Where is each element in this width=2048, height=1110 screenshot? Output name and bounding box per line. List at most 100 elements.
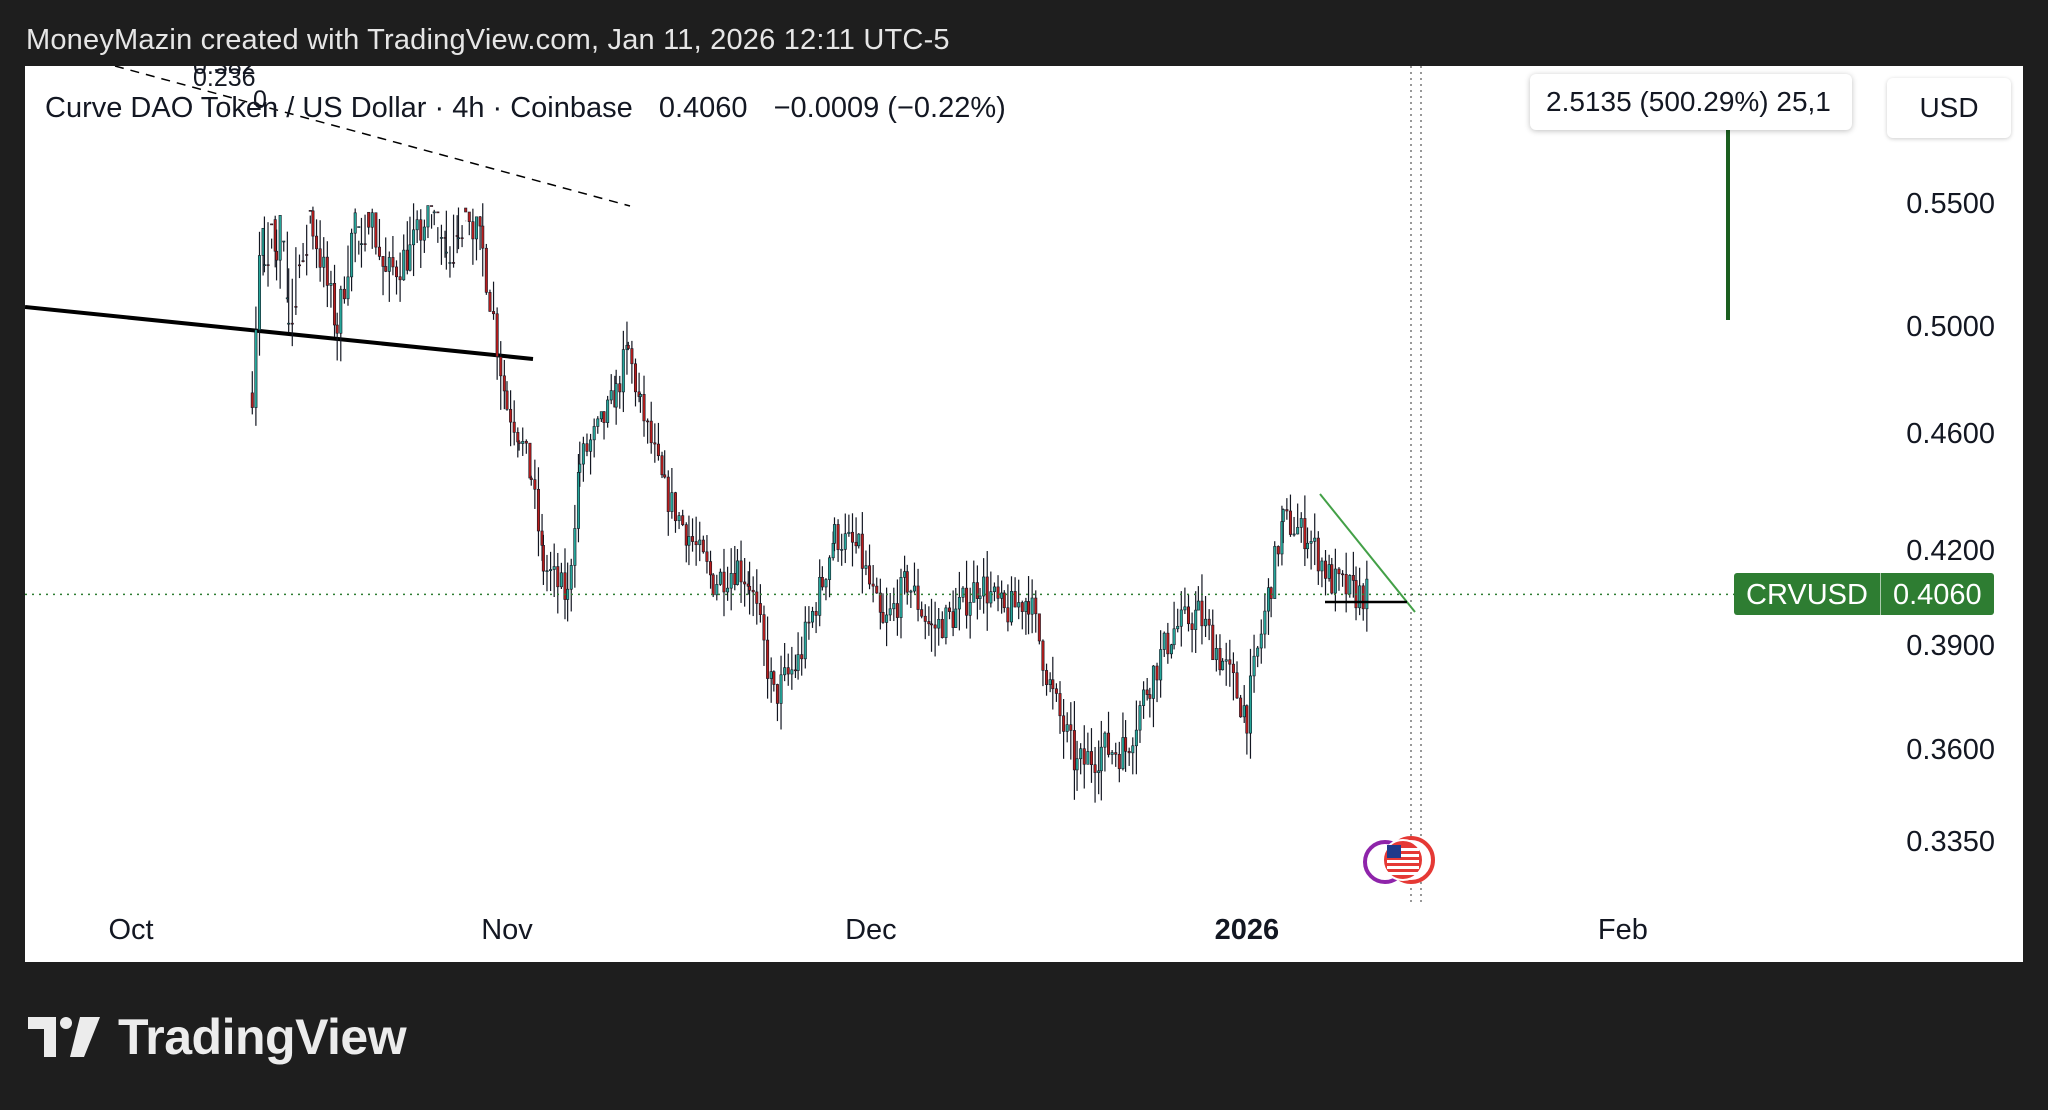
candle-body	[769, 671, 773, 679]
candle-body	[1062, 715, 1066, 732]
candle-body	[1245, 705, 1249, 734]
candle-body	[965, 587, 969, 616]
measure-tool-label[interactable]: 2.5135 (500.29%) 25,1	[1530, 74, 1852, 130]
candle-body	[556, 566, 560, 588]
y-tick-label: 0.5500	[1906, 188, 1995, 220]
candle-body	[419, 219, 423, 241]
x-tick-label: 2026	[1215, 914, 1280, 946]
candle-body	[1341, 573, 1345, 576]
candle-body	[735, 560, 739, 585]
tradingview-logo-icon	[28, 1017, 100, 1057]
candle-body	[847, 531, 851, 535]
candle-body	[638, 394, 642, 397]
candle-body	[1166, 632, 1170, 655]
candle-body	[408, 244, 412, 271]
candle-body	[460, 237, 464, 240]
candle-body	[563, 572, 567, 600]
candle-body	[1148, 694, 1152, 699]
brand: TradingView	[28, 1008, 407, 1066]
candle-body	[488, 292, 492, 312]
candle-body	[1124, 737, 1128, 752]
candle-body	[1288, 510, 1292, 535]
candle-body	[618, 383, 622, 393]
candle-body	[484, 247, 488, 293]
candle-body	[836, 524, 840, 551]
candle-body	[599, 411, 603, 420]
candle-body	[1069, 724, 1073, 731]
candle-body	[521, 441, 525, 444]
support-trendline[interactable]	[25, 305, 534, 361]
candle-body	[1269, 587, 1273, 599]
currency-button[interactable]: USD	[1887, 78, 2011, 138]
candle-body	[881, 612, 885, 623]
candle-body	[899, 577, 903, 618]
candle-body	[1327, 564, 1331, 579]
candle-body	[793, 669, 797, 672]
candle-body	[810, 611, 814, 623]
candle-body	[937, 618, 941, 629]
candle-body	[698, 539, 702, 546]
candle-body	[448, 262, 452, 264]
candle-body	[726, 587, 730, 593]
candle-body	[278, 215, 282, 261]
candle-body	[467, 211, 471, 222]
candle-body	[1309, 541, 1313, 544]
current-price-label: CRVUSD 0.4060	[1734, 573, 1994, 615]
candle-body	[1337, 568, 1341, 575]
candle-body	[452, 262, 456, 264]
candle-body	[1131, 745, 1135, 754]
candle-body	[1082, 748, 1086, 765]
candle-body	[308, 210, 312, 212]
resistance-dashed-line[interactable]	[114, 66, 631, 207]
candle-body	[954, 608, 958, 628]
candle-body	[1037, 613, 1041, 642]
candle-body	[350, 232, 354, 278]
candle-body	[1107, 732, 1111, 755]
candle-body	[471, 221, 475, 240]
candle-body	[948, 607, 952, 612]
price-label-symbol: CRVUSD	[1734, 573, 1881, 615]
candle-body	[1200, 600, 1204, 627]
candle-body	[927, 621, 931, 625]
symbol-legend[interactable]: Curve DAO Token / US Dollar · 4h · Coinb…	[45, 92, 1024, 125]
candle-body	[1114, 752, 1118, 755]
candle-body	[916, 585, 920, 610]
candle-body	[864, 565, 868, 569]
candle-body	[315, 235, 319, 250]
economic-event-flag-icon[interactable]	[1363, 836, 1435, 884]
candle-body	[646, 420, 650, 423]
candle-body	[422, 226, 426, 241]
candle-body	[509, 408, 513, 423]
falling-wedge-line[interactable]	[1319, 493, 1416, 613]
candle-body	[294, 306, 298, 308]
candle-body	[677, 515, 681, 522]
candle-body	[930, 623, 934, 626]
candle-body	[1020, 602, 1024, 612]
candle-body	[687, 536, 691, 546]
candle-body	[1218, 648, 1222, 671]
candle-body	[1313, 537, 1317, 542]
candle-body	[1324, 560, 1328, 579]
candle-body	[691, 536, 695, 542]
candle-body	[1306, 542, 1310, 550]
candle-body	[786, 667, 790, 675]
candle-body	[374, 212, 378, 248]
candlestick-series	[250, 203, 1369, 803]
candle-body	[1110, 752, 1114, 755]
candle-body	[287, 322, 291, 325]
candle-body	[961, 587, 965, 598]
candle-body	[903, 571, 907, 578]
candle-body	[1058, 693, 1062, 717]
candle-body	[384, 266, 388, 272]
candle-body	[367, 211, 371, 228]
chart-area[interactable]: 0.382 0.236 0 0.5500 0.5000 0.4600 0.4200 0.39…	[25, 66, 2023, 962]
candle-body	[559, 572, 563, 588]
candle-body	[311, 210, 315, 237]
candle-body	[820, 576, 824, 588]
candle-body	[1333, 568, 1337, 594]
candle-body	[1097, 770, 1101, 773]
candle-body	[895, 603, 899, 618]
candle-body	[398, 276, 402, 281]
candle-body	[578, 463, 582, 473]
